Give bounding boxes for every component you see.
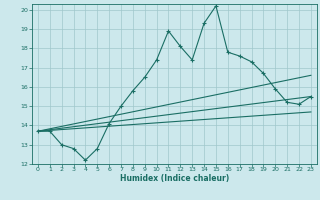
X-axis label: Humidex (Indice chaleur): Humidex (Indice chaleur) — [120, 174, 229, 183]
